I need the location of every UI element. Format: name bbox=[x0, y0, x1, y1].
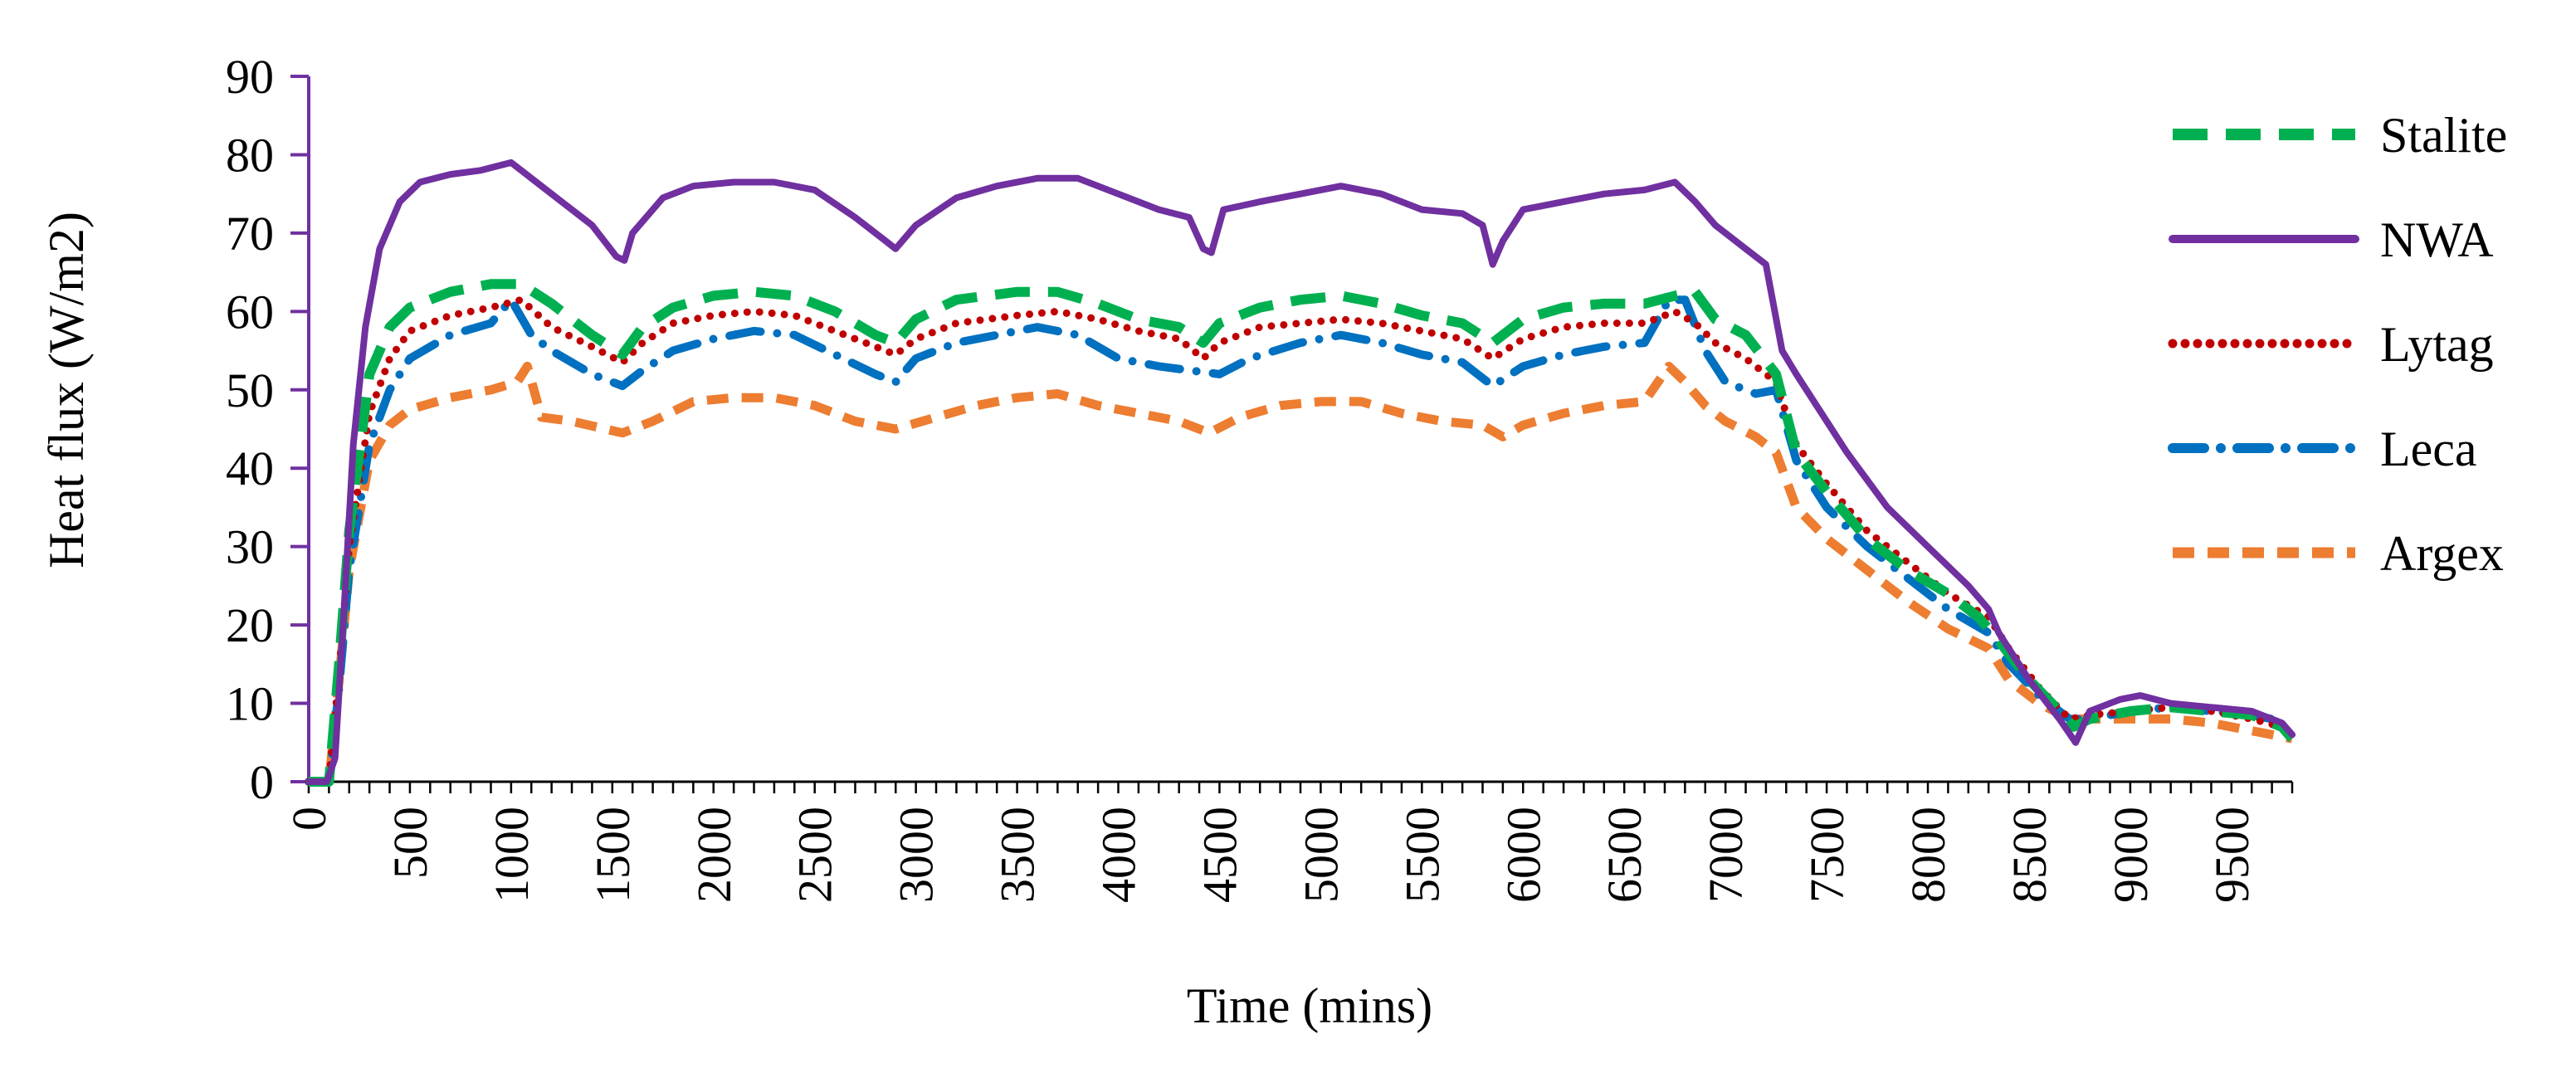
x-tick-label: 6000 bbox=[1496, 807, 1550, 903]
y-tick-label: 70 bbox=[226, 207, 274, 261]
y-tick-label: 10 bbox=[226, 677, 274, 731]
x-tick-label: 8000 bbox=[1901, 807, 1955, 903]
x-tick-label: 3000 bbox=[890, 807, 944, 903]
y-tick-label: 40 bbox=[226, 441, 274, 495]
y-tick-label: 80 bbox=[226, 128, 274, 182]
y-tick-label: 60 bbox=[226, 285, 274, 339]
y-axis-title: Heat flux (W/m2) bbox=[39, 212, 94, 568]
series-line-nwa bbox=[305, 159, 2295, 785]
series-lines bbox=[305, 159, 2296, 787]
legend-label: Argex bbox=[2380, 526, 2504, 581]
y-tick-label: 0 bbox=[250, 755, 274, 809]
legend-item-lytag: Lytag bbox=[2168, 317, 2494, 372]
y-tick-label: 30 bbox=[226, 520, 274, 574]
x-tick-label: 5500 bbox=[1395, 807, 1449, 903]
y-tick-label: 50 bbox=[226, 363, 274, 417]
legend-label: NWA bbox=[2380, 212, 2494, 267]
x-tick-label: 500 bbox=[383, 807, 437, 879]
legend-item-nwa: NWA bbox=[2169, 212, 2494, 267]
y-tick-label: 20 bbox=[226, 598, 274, 652]
x-tick-label: 7000 bbox=[1699, 807, 1753, 903]
legend-label: Stalite bbox=[2380, 108, 2507, 163]
y-tick-label: 90 bbox=[226, 50, 274, 104]
legend: Stalite NWA Lytag Leca Argex bbox=[2168, 108, 2507, 581]
x-tick-label: 1000 bbox=[485, 807, 539, 903]
x-tick-label: 9500 bbox=[2205, 807, 2259, 903]
series-line-lytag bbox=[305, 295, 2296, 786]
x-tick-label: 4500 bbox=[1193, 807, 1247, 903]
x-tick-label: 1500 bbox=[586, 807, 640, 903]
x-tick-label: 8500 bbox=[2003, 807, 2056, 903]
x-tick-label: 5000 bbox=[1294, 807, 1348, 903]
x-tick-label: 3500 bbox=[991, 807, 1045, 903]
legend-item-leca: Leca bbox=[2168, 422, 2477, 476]
x-tick-label: 4000 bbox=[1092, 807, 1146, 903]
legend-item-argex: Argex bbox=[2173, 526, 2504, 581]
legend-item-stalite: Stalite bbox=[2173, 108, 2507, 163]
x-tick-label: 2000 bbox=[687, 807, 741, 903]
series-line-stalite bbox=[309, 279, 2296, 787]
legend-label: Leca bbox=[2380, 422, 2477, 476]
x-tick-label: 2500 bbox=[788, 807, 842, 903]
x-tick-label: 6500 bbox=[1598, 807, 1651, 903]
x-tick-label: 7500 bbox=[1800, 807, 1854, 903]
series-line-leca bbox=[305, 295, 2296, 786]
series-line-argex bbox=[309, 361, 2294, 787]
x-tick-label: 9000 bbox=[2104, 807, 2158, 903]
x-axis-title: Time (mins) bbox=[1187, 978, 1432, 1033]
x-tick-label: 0 bbox=[282, 807, 336, 831]
legend-label: Lytag bbox=[2380, 317, 2494, 372]
axes: 0 10 20 30 40 50 60 70 80 90 0 500 1000 1500 2000 2500 3… bbox=[226, 50, 2294, 903]
